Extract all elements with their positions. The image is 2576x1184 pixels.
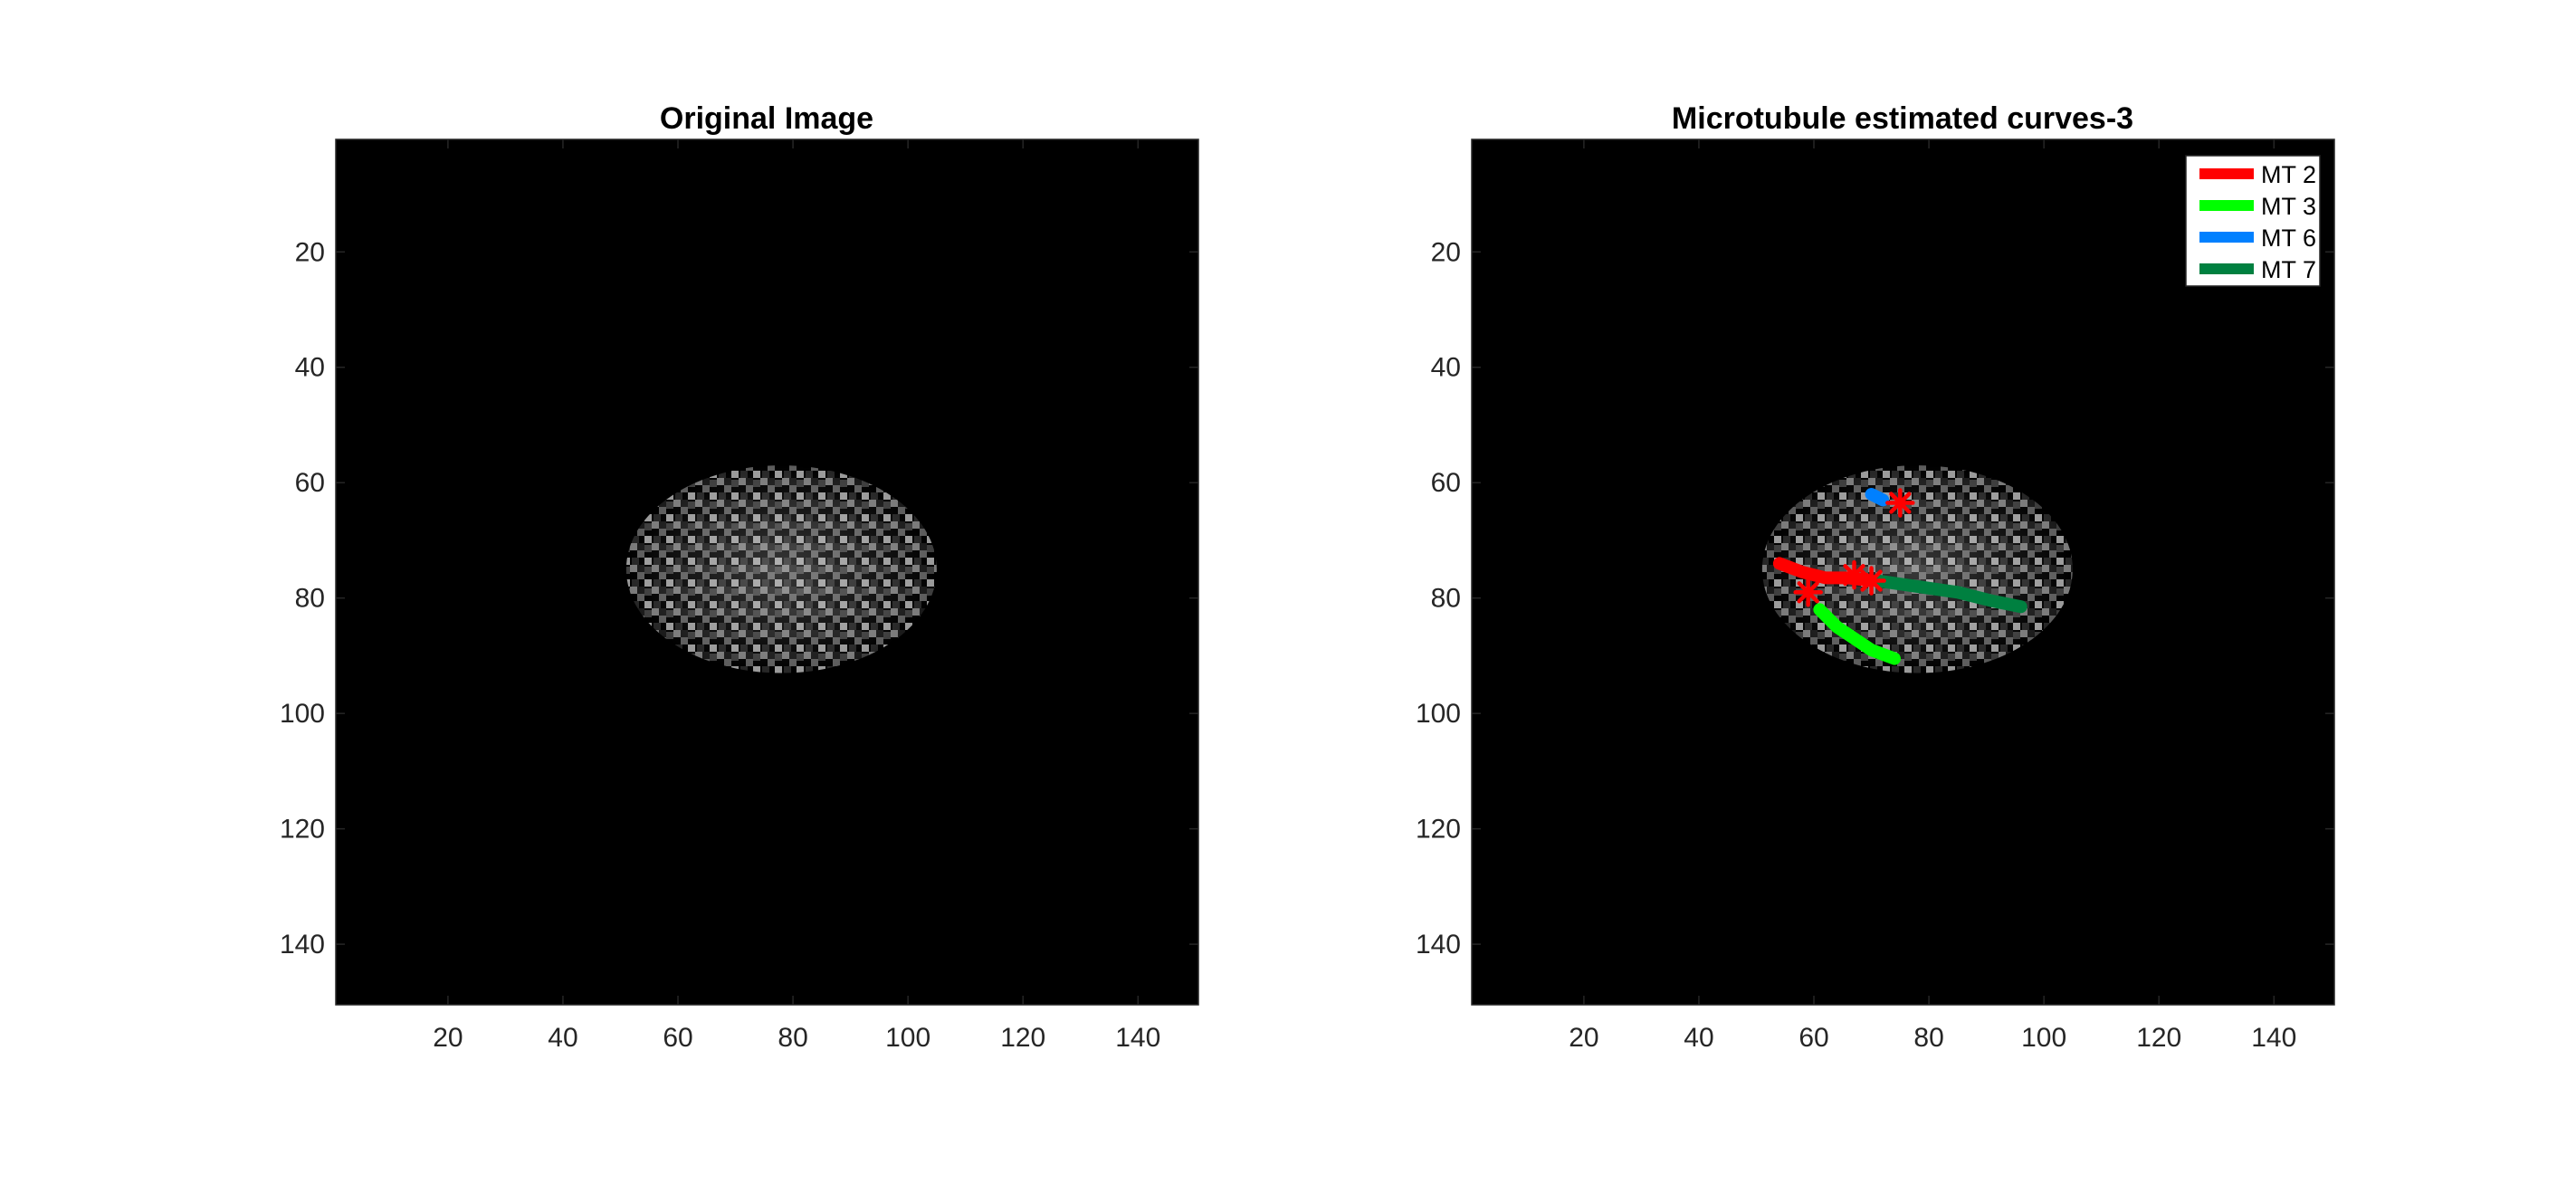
y-tick-label: 120 [280, 815, 325, 845]
x-tick-label: 20 [433, 1023, 463, 1053]
plot-title: Original Image [660, 101, 873, 136]
x-axis: 20 40 60 80 100 120 140 [433, 139, 1160, 1053]
y-tick-label: 40 [1431, 353, 1461, 383]
x-tick-label: 140 [2251, 1023, 2296, 1053]
legend-label: MT 6 [2261, 224, 2316, 252]
y-tick-label: 60 [295, 468, 325, 498]
y-tick-label: 60 [1431, 468, 1461, 498]
legend-label: MT 2 [2261, 161, 2316, 188]
y-tick-label: 20 [295, 237, 325, 267]
axes-frame [1471, 138, 2335, 1006]
y-axis: 20 40 60 80 100 120 140 [1416, 237, 2334, 960]
asterisk-marker [1793, 578, 1823, 607]
x-tick-label: 20 [1569, 1023, 1598, 1053]
asterisk-marker [1885, 488, 1915, 518]
x-axis: 20 40 60 80 100 120 140 [1569, 139, 2296, 1053]
axes-microtubule-curves: Microtubule estimated curves-3 20 40 60 80 1… [1416, 101, 2335, 1053]
y-tick-label: 100 [280, 699, 325, 729]
plot-title: Microtubule estimated curves-3 [1672, 101, 2133, 136]
x-tick-label: 40 [548, 1023, 577, 1053]
axes-original-image: Original Image 20 40 60 80 100 120 140 20 40 60 8… [280, 101, 1199, 1053]
x-tick-label: 80 [1913, 1023, 1943, 1053]
legend: MT 2 MT 3 MT 6 MT 7 [2185, 155, 2321, 287]
x-tick-label: 140 [1115, 1023, 1160, 1053]
series-line-mt-3 [1813, 603, 1901, 665]
y-tick-label: 140 [280, 930, 325, 960]
x-tick-label: 100 [2021, 1023, 2066, 1053]
y-tick-label: 140 [1416, 930, 1461, 960]
y-tick-label: 120 [1416, 815, 1461, 845]
y-axis: 20 40 60 80 100 120 140 [280, 237, 1198, 960]
axes-frame [335, 138, 1199, 1006]
speckle-glow [625, 465, 937, 673]
legend-label: MT 7 [2261, 256, 2316, 283]
x-tick-label: 120 [2136, 1023, 2181, 1053]
x-tick-label: 60 [1798, 1023, 1828, 1053]
y-tick-label: 100 [1416, 699, 1461, 729]
y-tick-label: 20 [1431, 237, 1461, 267]
y-tick-label: 40 [295, 353, 325, 383]
x-tick-label: 100 [885, 1023, 930, 1053]
x-tick-label: 40 [1684, 1023, 1713, 1053]
legend-label: MT 3 [2261, 193, 2316, 220]
y-tick-label: 80 [295, 584, 325, 614]
x-tick-label: 80 [778, 1023, 807, 1053]
series-line-mt-7 [1870, 574, 2027, 614]
markers-layer [1793, 488, 1915, 607]
series-line-mt-6 [1865, 487, 1890, 507]
asterisk-marker [1856, 566, 1886, 596]
x-tick-label: 120 [1000, 1023, 1045, 1053]
y-tick-label: 80 [1431, 584, 1461, 614]
x-tick-label: 60 [663, 1023, 692, 1053]
